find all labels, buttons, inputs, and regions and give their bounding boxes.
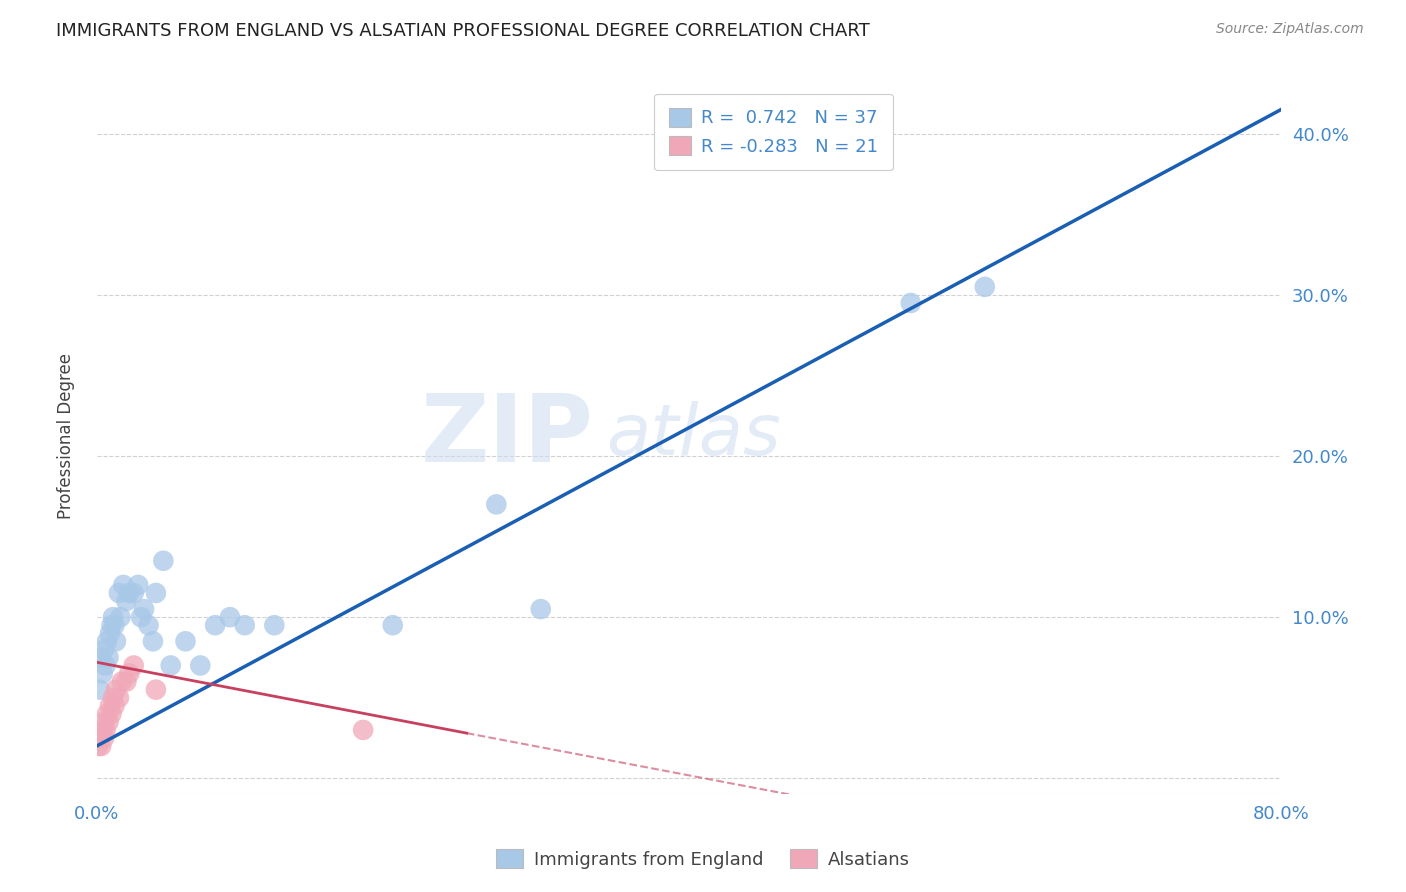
Point <box>111 674 134 689</box>
Point <box>118 586 141 600</box>
Text: ZIP: ZIP <box>422 390 595 482</box>
Point <box>94 723 117 737</box>
Point <box>91 723 114 737</box>
Point <box>93 714 115 729</box>
Point <box>98 698 121 713</box>
Point <box>104 634 127 648</box>
Point <box>204 618 226 632</box>
Point <box>122 658 145 673</box>
Text: IMMIGRANTS FROM ENGLAND VS ALSATIAN PROFESSIONAL DEGREE CORRELATION CHART: IMMIGRANTS FROM ENGLAND VS ALSATIAN PROF… <box>56 22 870 40</box>
Point <box>263 618 285 632</box>
Point <box>94 658 117 673</box>
Y-axis label: Professional Degree: Professional Degree <box>58 353 75 519</box>
Point <box>103 618 125 632</box>
Point <box>98 626 121 640</box>
Point <box>973 280 995 294</box>
Legend: Immigrants from England, Alsatians: Immigrants from England, Alsatians <box>488 842 918 876</box>
Point <box>174 634 197 648</box>
Point <box>110 610 132 624</box>
Point <box>132 602 155 616</box>
Point <box>97 714 120 729</box>
Point <box>145 586 167 600</box>
Text: atlas: atlas <box>606 401 780 470</box>
Point <box>89 731 111 745</box>
Point <box>145 682 167 697</box>
Legend: R =  0.742   N = 37, R = -0.283   N = 21: R = 0.742 N = 37, R = -0.283 N = 21 <box>655 94 893 170</box>
Point <box>89 682 111 697</box>
Point <box>127 578 149 592</box>
Point <box>142 634 165 648</box>
Point <box>115 674 138 689</box>
Point <box>138 618 160 632</box>
Point <box>188 658 211 673</box>
Point <box>112 578 135 592</box>
Point <box>93 642 115 657</box>
Point <box>129 610 152 624</box>
Point <box>103 698 125 713</box>
Point <box>93 731 115 745</box>
Point <box>101 690 124 705</box>
Point <box>219 610 242 624</box>
Point <box>91 666 114 681</box>
Point <box>115 594 138 608</box>
Point <box>97 650 120 665</box>
Point <box>101 610 124 624</box>
Point <box>96 706 118 721</box>
Point <box>96 634 118 648</box>
Point <box>100 706 122 721</box>
Point <box>90 650 112 665</box>
Point <box>485 497 508 511</box>
Point <box>900 296 922 310</box>
Point <box>381 618 404 632</box>
Point <box>104 682 127 697</box>
Point <box>152 554 174 568</box>
Point <box>233 618 256 632</box>
Point <box>87 739 110 753</box>
Point <box>530 602 553 616</box>
Point <box>122 586 145 600</box>
Point <box>108 690 131 705</box>
Point <box>159 658 181 673</box>
Point <box>100 618 122 632</box>
Point <box>90 739 112 753</box>
Point <box>118 666 141 681</box>
Text: Source: ZipAtlas.com: Source: ZipAtlas.com <box>1216 22 1364 37</box>
Point <box>108 586 131 600</box>
Point <box>352 723 374 737</box>
